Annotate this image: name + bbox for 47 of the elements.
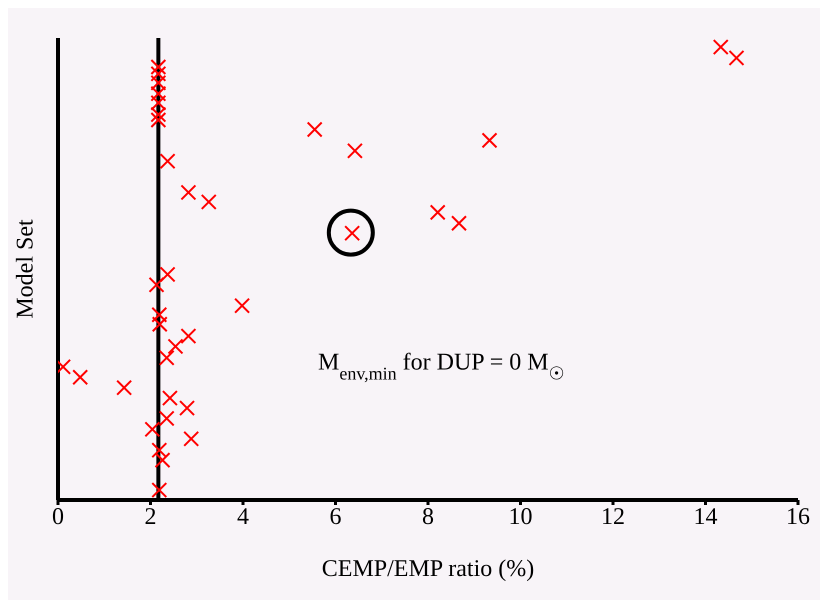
point (200, 194, 217, 210)
point (151, 482, 168, 498)
x-tick-label: 6 (330, 504, 342, 530)
x-tick-label: 8 (422, 504, 434, 530)
x-tick-label: 0 (52, 504, 64, 530)
x-tick-label: 14 (694, 504, 718, 530)
x-tick-label: 4 (237, 504, 249, 530)
annotation: M$_{env,min}$ for DUP = 0 M$_{☉}$ (318, 350, 565, 384)
point (450, 215, 467, 232)
point (150, 58, 166, 75)
point (150, 94, 166, 111)
point (179, 400, 196, 416)
point (306, 121, 323, 138)
point (160, 266, 176, 282)
point (158, 350, 175, 366)
point (158, 410, 175, 426)
point (430, 204, 446, 220)
point (150, 106, 166, 123)
point (154, 452, 171, 468)
point (148, 276, 165, 293)
point (183, 430, 200, 447)
point (144, 421, 160, 438)
y-axis-title: Model Set (12, 219, 39, 319)
point (346, 142, 363, 159)
point (162, 390, 178, 406)
point (160, 153, 176, 170)
point (116, 380, 132, 396)
point (728, 50, 744, 66)
x-tick-label: 2 (144, 504, 156, 530)
x-tick-label: 12 (601, 504, 625, 530)
x-tick-label: 16 (786, 504, 810, 530)
point (150, 66, 166, 82)
point (151, 442, 168, 458)
x-axis-title: CEMP/EMP ratio (%) (322, 556, 534, 582)
point (150, 112, 166, 128)
point (167, 338, 184, 354)
point (234, 298, 250, 314)
point (180, 328, 196, 344)
point (150, 86, 166, 102)
point (150, 74, 166, 91)
point (712, 39, 729, 56)
point (72, 369, 88, 386)
x-tick-label: 10 (508, 504, 532, 530)
point (152, 316, 168, 332)
point (180, 184, 196, 200)
point (151, 306, 168, 323)
point (482, 132, 498, 148)
